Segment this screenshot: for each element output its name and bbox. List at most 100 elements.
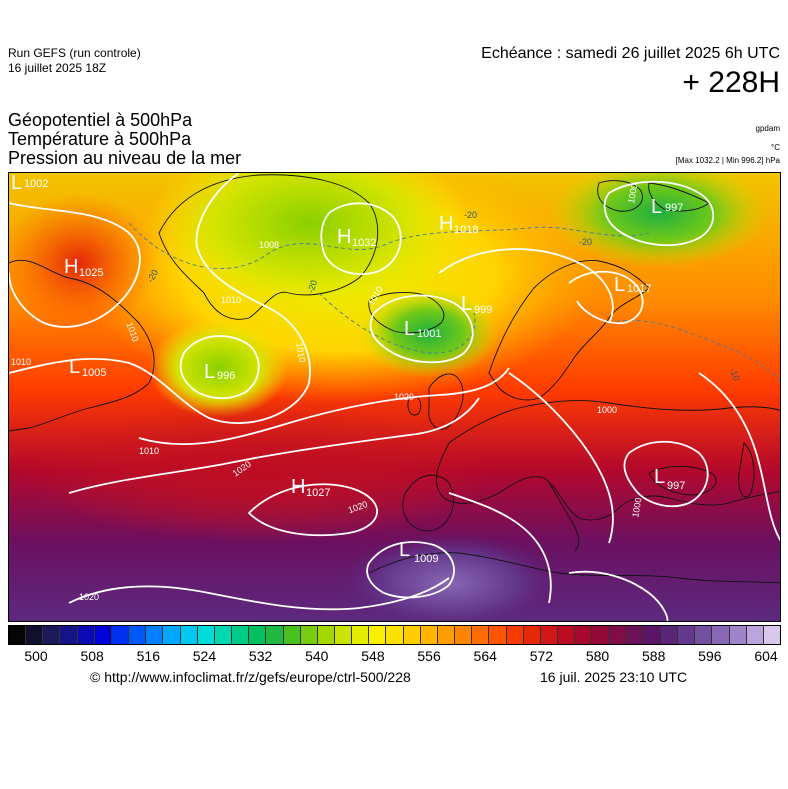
coast-greenland	[158, 174, 379, 320]
high-letter: H	[337, 226, 351, 248]
colorbar-cell	[94, 626, 112, 644]
isobar-label: 1010	[11, 357, 31, 367]
isobar	[698, 372, 780, 542]
lead-time: + 228H	[682, 66, 780, 99]
parameter-geopotential: Géopotentiel à 500hPa	[8, 110, 193, 130]
coast-canada	[9, 259, 155, 432]
low-value: 999	[474, 304, 492, 316]
colorbar-cell	[712, 626, 730, 644]
coast-caspian	[738, 442, 755, 498]
colorbar-cell	[643, 626, 661, 644]
colorbar-cell	[111, 626, 130, 644]
field-green-barents	[549, 173, 769, 268]
weather-map: H 1025 H 1032 H 1018 H 1027 L 1002 L 100…	[8, 172, 781, 622]
low-value: 1017	[627, 283, 651, 295]
colorbar-cell	[678, 626, 696, 644]
isobar-label: 1010	[221, 295, 241, 305]
isobar	[138, 367, 510, 446]
colorbar-cell	[163, 626, 181, 644]
colorbar-cell	[77, 626, 95, 644]
isobar	[366, 541, 455, 599]
colorbar-cell	[729, 626, 747, 644]
isobar	[9, 202, 141, 328]
isobar	[568, 570, 669, 621]
temperature-label: -20	[579, 237, 592, 247]
low-value: 1009	[414, 553, 438, 565]
colorbar-cell	[558, 626, 576, 644]
low-value: 997	[665, 202, 683, 214]
colorbar-cell	[369, 626, 387, 644]
coast-iceland	[368, 292, 445, 334]
coast-scandinavia	[488, 260, 650, 401]
colorbar-cell	[43, 626, 61, 644]
unit-pressure-range: [Max 1032.2 | Min 996.2] hPa	[675, 156, 780, 165]
colorbar-cell	[695, 626, 713, 644]
coast-italy	[548, 482, 580, 552]
field-yellow-atlantic-low	[149, 318, 289, 418]
colorbar-cell	[523, 626, 541, 644]
colorbar-tick-label: 556	[417, 648, 441, 664]
isobar	[320, 202, 402, 275]
coast-north-africa	[368, 552, 780, 584]
high-value: 1018	[454, 224, 478, 236]
colorbar-cell	[540, 626, 558, 644]
colorbar-cell	[146, 626, 164, 644]
parameter-pressure: Pression au niveau de la mer	[8, 148, 242, 168]
low-value: 996	[217, 370, 235, 382]
high-value: 1032	[352, 237, 376, 249]
isobar-label: 1010	[294, 342, 307, 363]
isobar	[438, 248, 614, 324]
isobar	[568, 270, 644, 325]
low-value: 1002	[24, 178, 48, 190]
low-letter: L	[399, 539, 410, 561]
colorbar-cell	[283, 626, 301, 644]
isobar	[247, 483, 378, 537]
colorbar-cell	[592, 626, 610, 644]
colorbar-cell	[9, 626, 27, 644]
isobar-label: 1010	[139, 446, 159, 456]
colorbar-cell	[763, 626, 781, 644]
colorbar-tick-label: 564	[473, 648, 497, 664]
valid-time: Echéance : samedi 26 juillet 2025 6h UTC	[481, 45, 780, 62]
low-letter: L	[614, 274, 625, 296]
high-letter: H	[64, 256, 78, 278]
isobar	[9, 173, 311, 424]
colorbar-cell	[352, 626, 370, 644]
colorbar-cell	[249, 626, 267, 644]
colorbar-tick-label: 580	[585, 648, 610, 664]
parameter-temperature: Température à 500hPa	[8, 129, 192, 149]
isobar-label: 1000	[626, 183, 639, 204]
colorbar-cell	[660, 626, 679, 644]
isotherm	[608, 319, 780, 382]
colorbar-cell	[455, 626, 473, 644]
isobar	[369, 294, 474, 364]
low-letter: L	[11, 173, 22, 194]
high-letter: H	[291, 476, 305, 498]
colorbar-cell	[403, 626, 421, 644]
coast-novaya-zemlya	[648, 182, 710, 212]
isobar-label: 1008	[259, 240, 279, 250]
temperature-label: -20	[464, 210, 477, 220]
low-value: 1001	[417, 328, 441, 340]
colorbar-ticks: 500 508 516 524 532 540 548 556 564 572 580 588 596 6…	[8, 648, 781, 666]
colorbar-tick-label: 588	[642, 648, 666, 664]
colorbar-cell	[575, 626, 593, 644]
coast-black-sea	[648, 465, 717, 496]
colorbar-cell	[506, 626, 524, 644]
colorbar-cell	[197, 626, 215, 644]
high-value: 1025	[79, 267, 103, 279]
isobar-label: 1020	[394, 392, 414, 402]
isobar	[68, 577, 450, 611]
field-darkred-central	[29, 403, 489, 543]
low-letter: L	[651, 196, 662, 218]
colorbar-cell	[420, 626, 438, 644]
isotherm	[128, 222, 650, 270]
colorbar-cell	[386, 626, 404, 644]
field-green-greenland	[149, 173, 469, 313]
isobar	[603, 180, 715, 247]
isobar	[623, 440, 709, 507]
run-title: Run GEFS (run controle)	[8, 46, 141, 60]
run-date: 16 juillet 2025 18Z	[8, 61, 107, 75]
source-url: © http://www.infoclimat.fr/z/gefs/europe…	[90, 669, 411, 685]
colorbar-tick-label: 596	[698, 648, 722, 664]
